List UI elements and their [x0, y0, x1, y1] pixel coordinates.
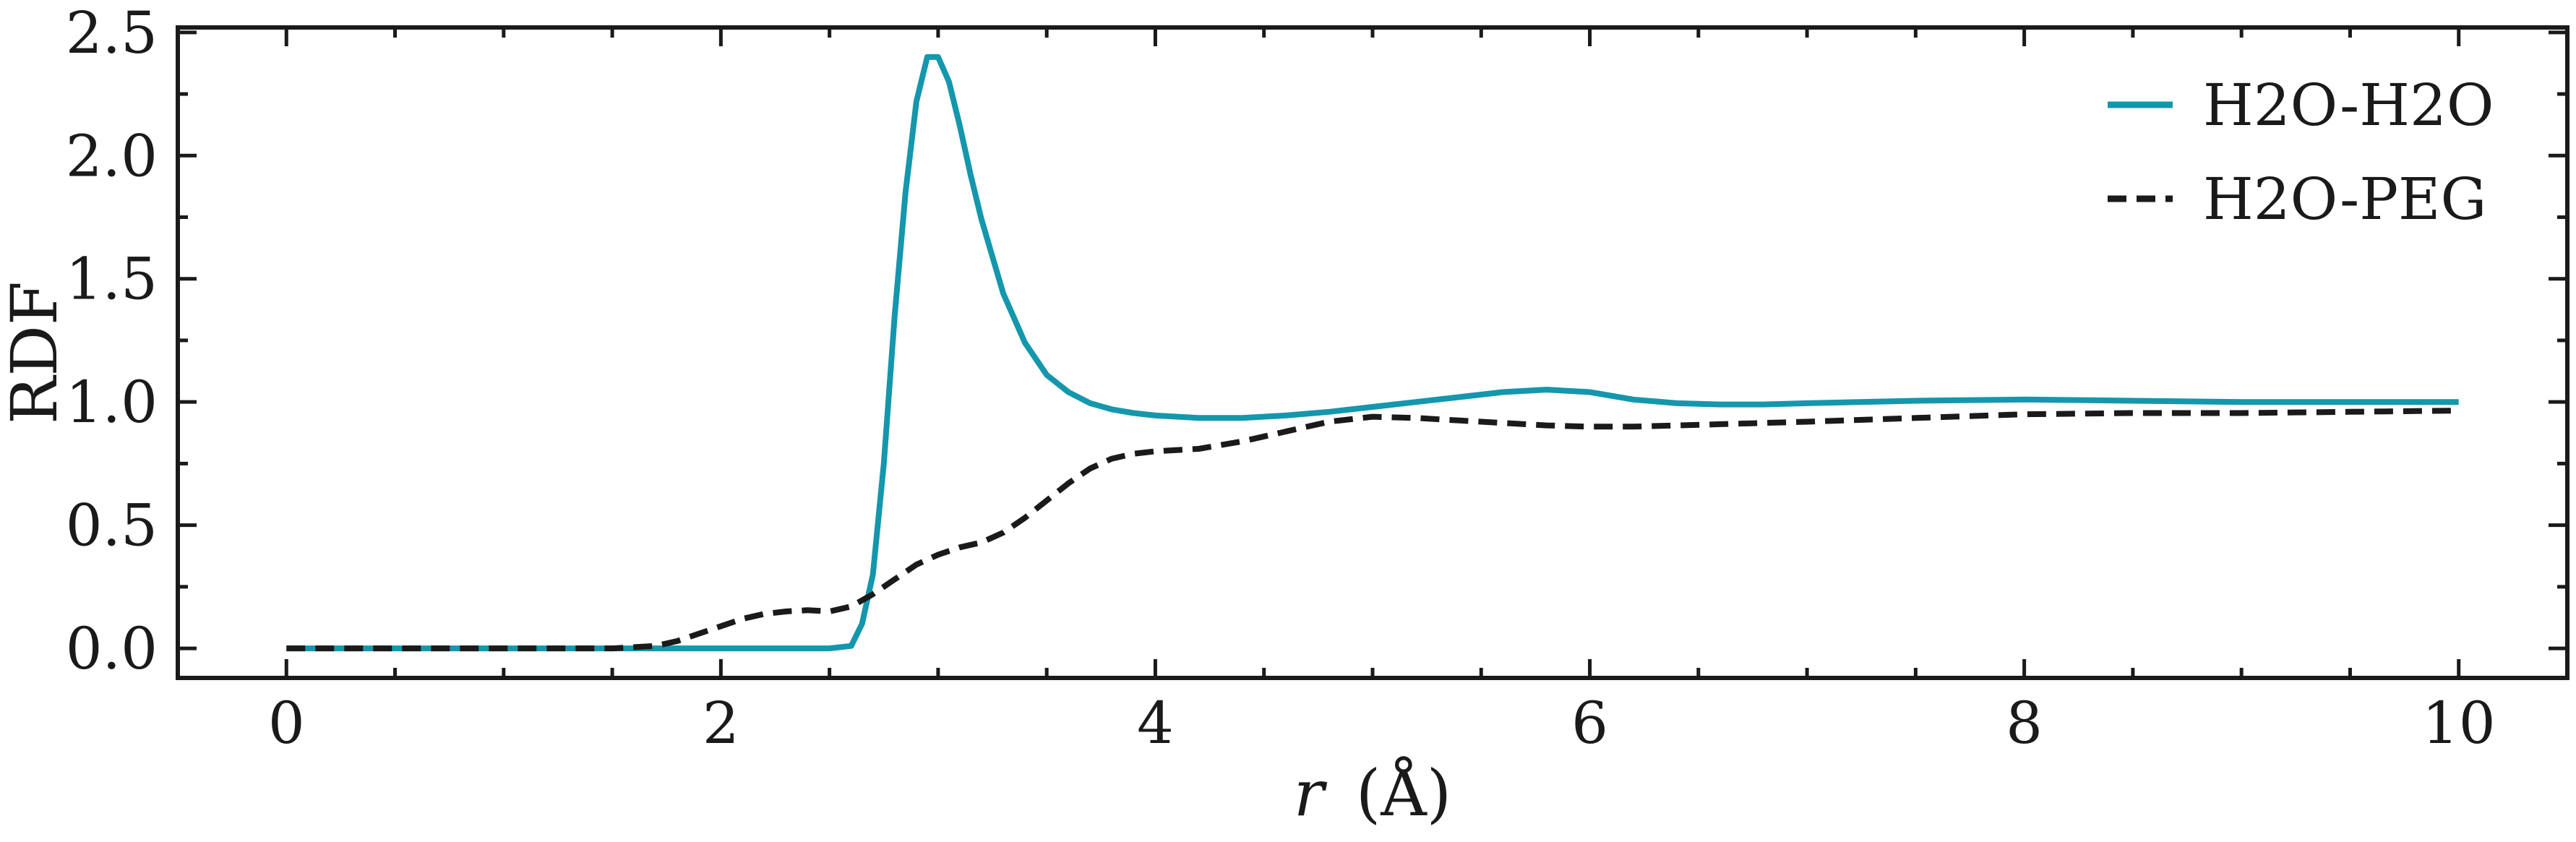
y-tick-label: 0.0 — [66, 615, 158, 682]
legend: H2O-H2O H2O-PEG — [2108, 72, 2494, 233]
tick-labels: 0 2 4 6 8 10 0.0 0.5 1.0 1.5 2.0 2.5 — [66, 0, 2496, 757]
x-tick-label: 2 — [703, 690, 739, 757]
y-tick-label: 1.0 — [66, 369, 158, 436]
plot-lines — [286, 53, 2459, 652]
y-tick-label: 1.5 — [66, 246, 158, 313]
legend-label-h2o-peg: H2O-PEG — [2203, 166, 2486, 233]
x-tick-label: 4 — [1137, 690, 1174, 757]
series-line-h2o-h2o — [286, 53, 2459, 652]
legend-label-h2o-h2o: H2O-H2O — [2203, 72, 2494, 139]
series-line-h2o-peg — [286, 408, 2459, 652]
y-tick-label: 0.5 — [66, 492, 158, 559]
x-axis-variable: r — [1294, 756, 1328, 830]
y-tick-label: 2.5 — [66, 0, 158, 66]
x-axis-title: r (Å) — [1294, 756, 1451, 830]
x-axis-unit: (Å) — [1356, 756, 1451, 830]
y-tick-label: 2.0 — [66, 122, 158, 189]
plot-frame — [176, 25, 2569, 680]
y-axis-title: RDF — [0, 281, 72, 424]
x-tick-label: 10 — [2422, 690, 2496, 757]
x-tick-label: 0 — [268, 690, 305, 757]
x-tick-label: 6 — [1571, 690, 1608, 757]
x-tick-label: 8 — [2006, 690, 2043, 757]
